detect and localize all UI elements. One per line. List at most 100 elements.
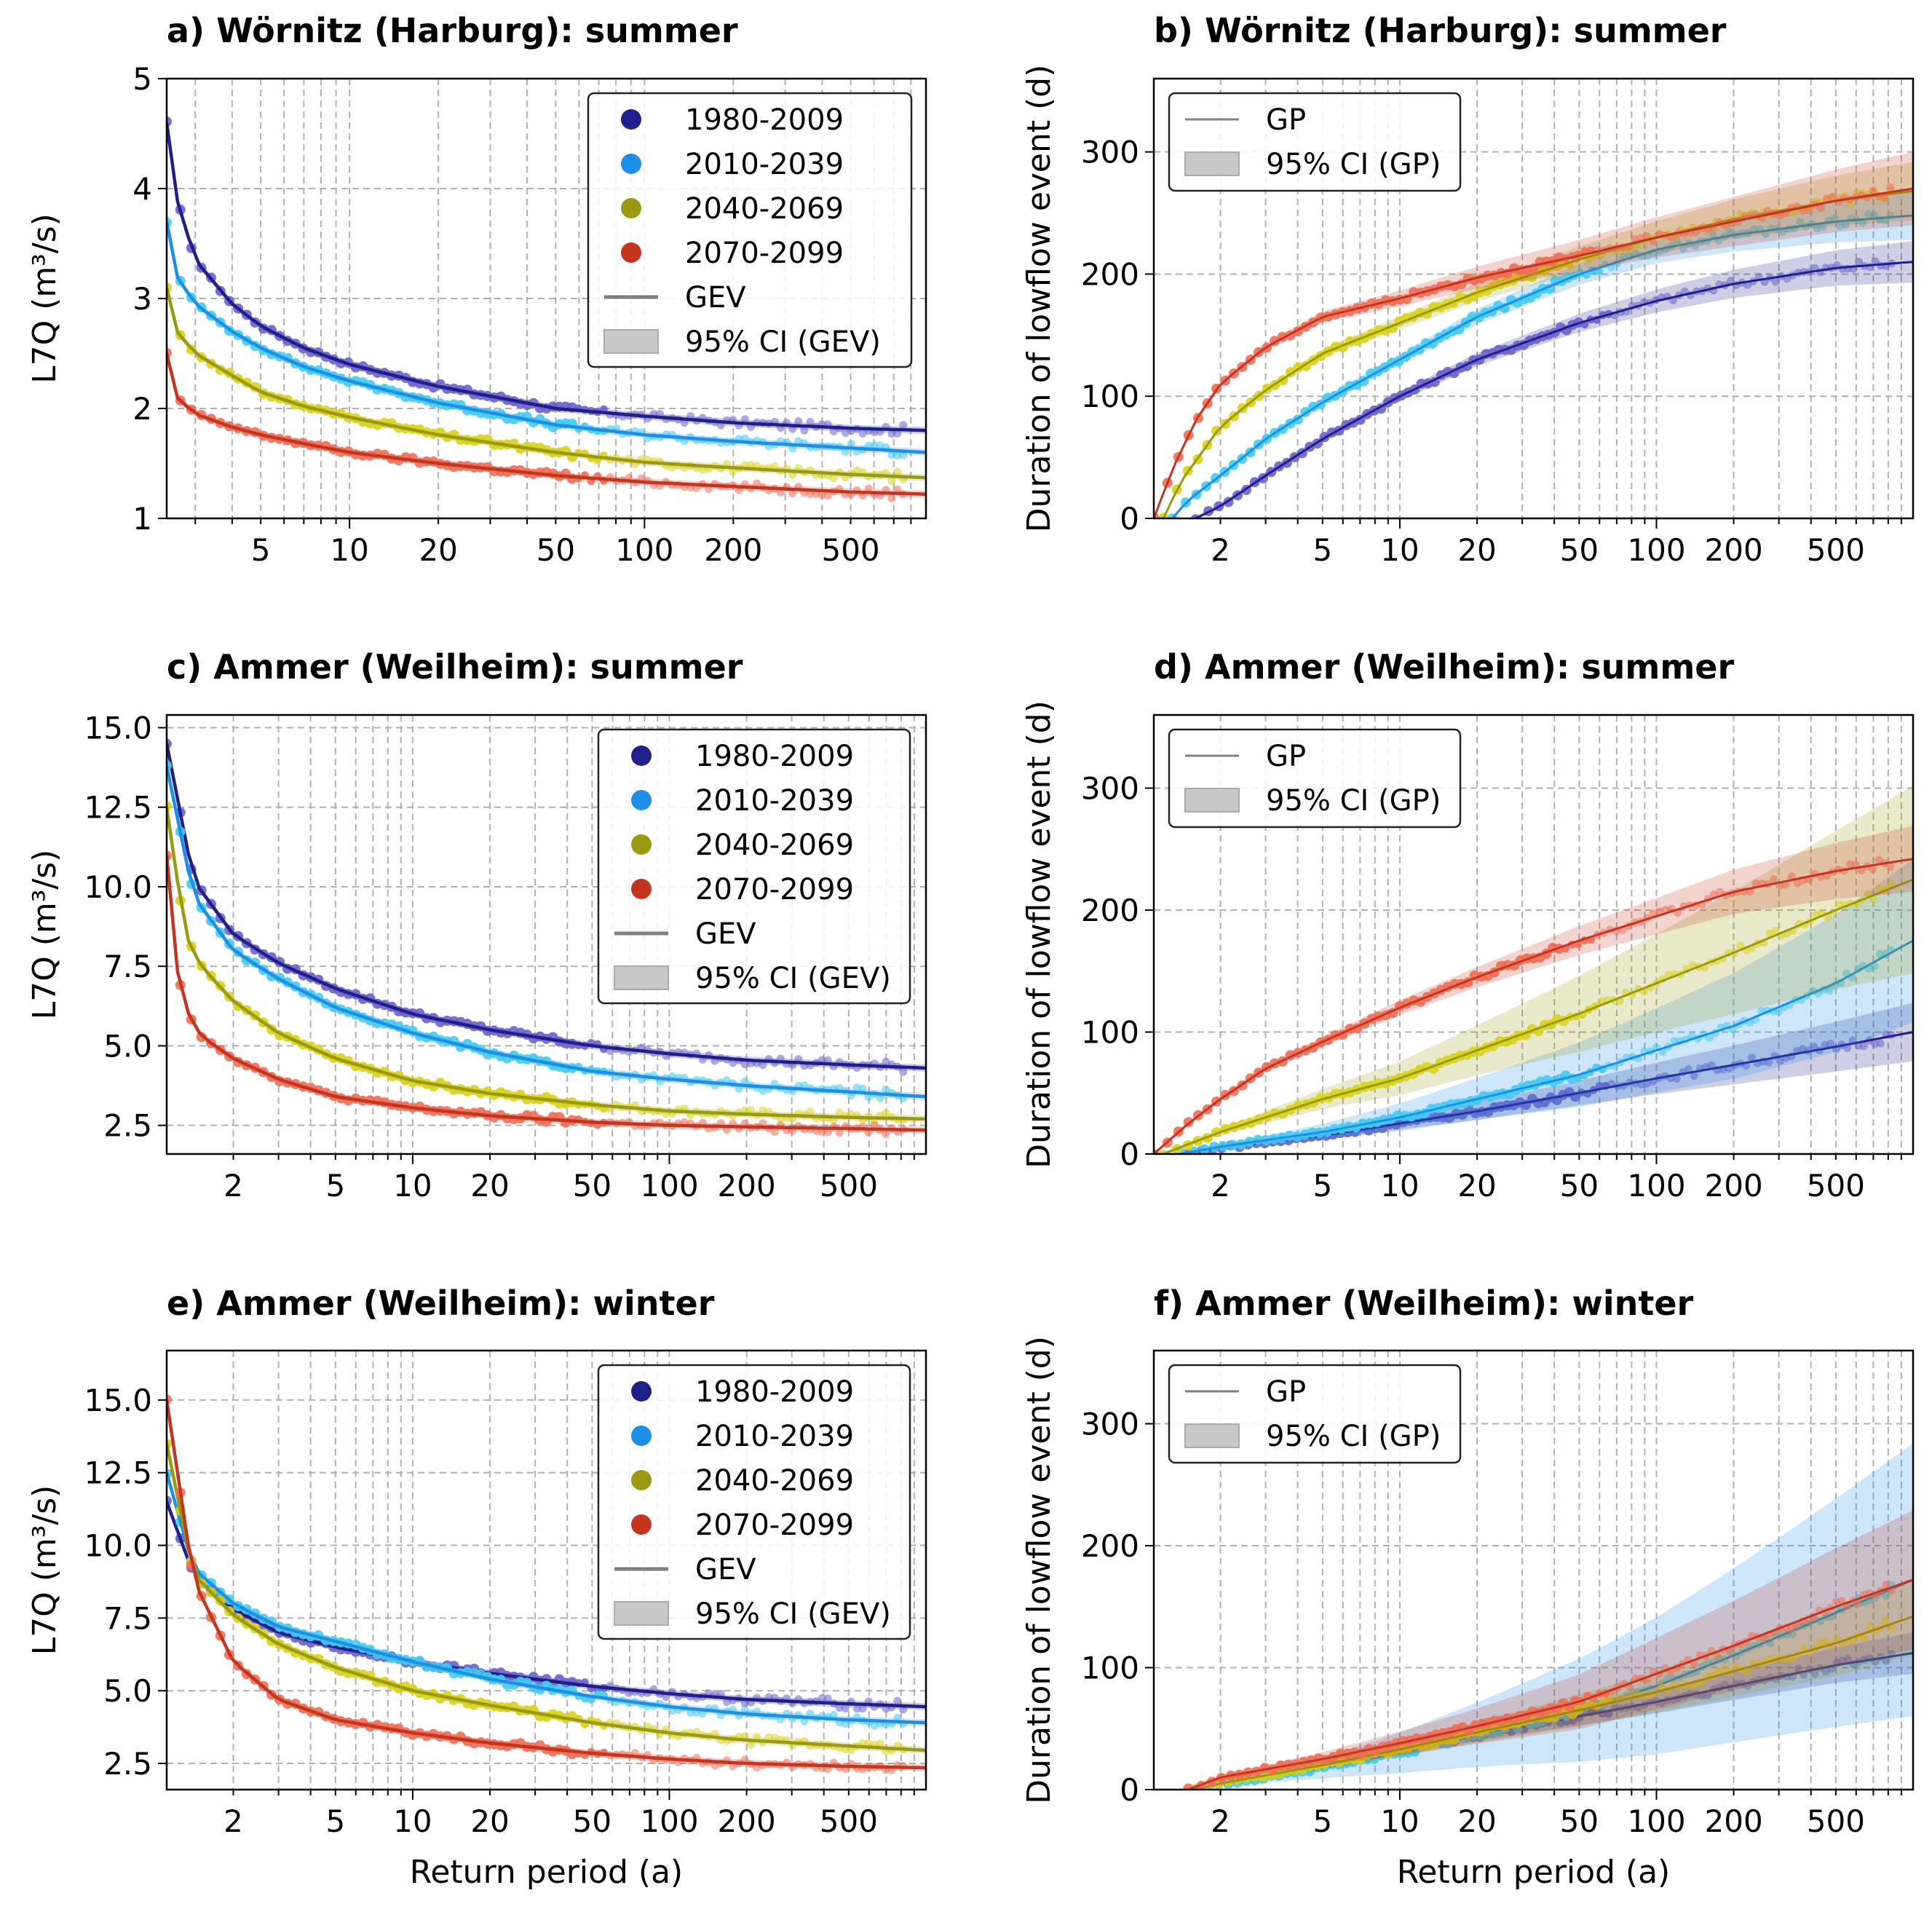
chart-title-a: a) Wörnitz (Harburg): summer — [167, 11, 738, 50]
y-tick-label: 2.5 — [103, 1746, 152, 1782]
x-tick-label: 5 — [325, 1803, 345, 1839]
x-tick-label: 100 — [640, 1168, 698, 1204]
legend-marker-1980-2009 — [631, 1381, 652, 1402]
data-point — [1691, 242, 1700, 250]
x-tick-label: 50 — [573, 1168, 611, 1204]
legend-ci-patch — [1184, 1423, 1240, 1448]
y-tick-label: 5.0 — [103, 1028, 152, 1064]
data-point — [829, 474, 838, 483]
data-point — [764, 1733, 773, 1742]
data-point — [686, 1708, 695, 1717]
legend: GP 95% CI (GP) — [1168, 92, 1462, 192]
data-point — [196, 1032, 207, 1043]
data-point — [1747, 1054, 1756, 1062]
data-point — [1880, 193, 1889, 202]
chart-panel-f: f) Ammer (Weilheim): winter 2 5 10 20 50 100 20… — [1021, 1284, 1915, 1891]
x-tick-label: 50 — [537, 532, 575, 568]
data-point — [893, 467, 902, 476]
y-tick-label: 12.5 — [84, 790, 152, 826]
plot-area — [167, 738, 926, 1139]
data-point — [887, 430, 896, 438]
x-tick-label: 100 — [640, 1803, 698, 1839]
data-point — [788, 489, 797, 498]
data-point — [893, 430, 902, 438]
data-point — [1871, 257, 1880, 266]
series-line-2070-2099 — [167, 855, 926, 1132]
data-point — [1860, 1634, 1869, 1643]
x-tick-label: 200 — [1705, 532, 1763, 568]
data-point — [829, 1710, 838, 1719]
legend-label: GEV — [695, 917, 756, 951]
axes-frame — [1152, 1349, 1915, 1791]
data-point — [1854, 1600, 1863, 1608]
plot-area — [1154, 786, 1913, 1154]
legend-label: 2040-2069 — [695, 829, 854, 862]
series-line-2040-2069 — [1163, 878, 1913, 1154]
data-point — [800, 426, 809, 435]
data-point — [835, 1704, 844, 1712]
legend-label: 2070-2099 — [695, 873, 854, 906]
data-point — [740, 415, 749, 424]
ci-band-1980-2009 — [1188, 1003, 1913, 1154]
data-point — [1816, 204, 1825, 213]
data-point — [753, 479, 761, 488]
y-tick-label: 10.0 — [84, 1528, 152, 1564]
legend: 1980-2009 2010-2039 2040-2069 2070-2099 GEV 9… — [597, 1364, 911, 1640]
data-point — [1771, 277, 1780, 286]
axes-frame — [1152, 77, 1915, 520]
data-point — [1703, 1691, 1712, 1699]
data-point — [858, 1704, 867, 1713]
x-tick-label: 200 — [1705, 1803, 1763, 1839]
y-tick-label: 1 — [132, 501, 152, 537]
legend-label: 95% CI (GEV) — [695, 1597, 891, 1631]
data-point — [1830, 214, 1839, 223]
data-point — [747, 1740, 755, 1749]
legend-label: 2010-2039 — [695, 1420, 854, 1453]
data-point — [1825, 987, 1834, 995]
data-point — [806, 418, 815, 426]
data-point — [770, 462, 779, 470]
data-point — [1794, 1664, 1802, 1673]
data-point — [729, 467, 737, 476]
data-point — [887, 494, 896, 502]
data-point — [852, 1704, 861, 1713]
y-tick-label: 100 — [1081, 1651, 1139, 1686]
data-point — [1842, 221, 1850, 229]
y-axis-label: L7Q (m³/s) — [26, 850, 63, 1020]
y-tick-label: 0 — [1120, 501, 1139, 537]
data-point — [1855, 258, 1863, 266]
y-axis-label: Duration of lowflow event (d) — [1021, 1336, 1058, 1804]
x-tick-label: 100 — [1627, 532, 1685, 568]
data-point — [1796, 218, 1805, 226]
x-tick-label: 2 — [223, 1803, 243, 1839]
data-point — [698, 1710, 707, 1718]
legend-label: 2010-2039 — [695, 784, 854, 818]
data-point — [847, 440, 855, 448]
data-point — [1818, 222, 1827, 231]
data-point — [887, 451, 896, 459]
legend-marker-2010-2039 — [631, 790, 652, 810]
legend-label: 95% CI (GEV) — [695, 962, 891, 995]
data-point — [1726, 227, 1735, 236]
data-point — [858, 1084, 867, 1093]
y-tick-label: 2 — [132, 391, 152, 427]
chart-panel-e: e) Ammer (Weilheim): winter 2 5 10 20 50 100 20… — [26, 1284, 927, 1891]
data-point — [800, 1717, 809, 1726]
data-point — [823, 491, 832, 500]
data-point — [1843, 1044, 1852, 1053]
data-point — [835, 1129, 844, 1137]
series-line-2010-2039 — [167, 1472, 926, 1725]
x-tick-label: 50 — [1560, 532, 1599, 568]
data-point — [876, 1739, 884, 1748]
y-tick-label: 200 — [1081, 893, 1139, 928]
data-point — [759, 1061, 767, 1070]
y-tick-label: 12.5 — [84, 1455, 152, 1491]
x-tick-label: 500 — [1807, 532, 1865, 568]
y-tick-label: 0 — [1120, 1772, 1139, 1808]
legend: GP 95% CI (GP) — [1168, 1364, 1462, 1464]
data-point — [1454, 324, 1465, 335]
legend-ci-patch — [1184, 788, 1240, 813]
y-tick-label: 15.0 — [84, 1383, 152, 1418]
legend-ci-patch — [614, 965, 669, 990]
x-tick-label: 5 — [325, 1168, 345, 1204]
